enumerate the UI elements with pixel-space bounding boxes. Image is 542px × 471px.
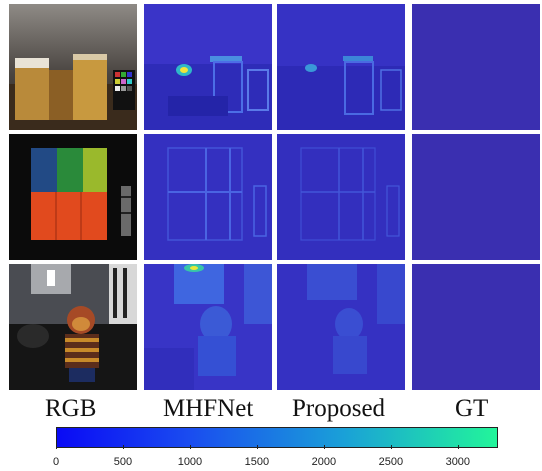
row1-proposed-error-map bbox=[277, 4, 405, 130]
column-label-proposed: Proposed bbox=[292, 395, 386, 422]
column-label-mhfnet: MHFNet bbox=[163, 395, 254, 422]
colorbar-tick-label: 2500 bbox=[378, 456, 404, 468]
row1-gt-error-map bbox=[412, 4, 540, 130]
row1-mhfnet-error-map bbox=[144, 4, 272, 130]
column-label-rgb: RGB bbox=[45, 395, 97, 422]
row3-gt-error-map bbox=[412, 264, 540, 390]
colorbar bbox=[56, 427, 498, 448]
row1-rgb-image bbox=[9, 4, 137, 130]
colorbar-tick-mark bbox=[390, 445, 392, 449]
colorbar-tick-label: 0 bbox=[52, 456, 60, 468]
row3-proposed-error-map bbox=[277, 264, 405, 390]
row2-mhfnet-error-map bbox=[144, 134, 272, 260]
colorbar-tick-mark bbox=[256, 445, 258, 449]
colorbar-tick-label: 2000 bbox=[311, 456, 337, 468]
colorbar-tick-label: 1500 bbox=[244, 456, 270, 468]
colorbar-tick-mark bbox=[189, 445, 191, 449]
row3-rgb-image bbox=[9, 264, 137, 390]
colorbar-tick-mark bbox=[457, 445, 459, 449]
row2-rgb-image bbox=[9, 134, 137, 260]
colorbar-tick-mark bbox=[56, 445, 57, 449]
column-label-gt: GT bbox=[455, 395, 489, 422]
colorbar-tick-label: 500 bbox=[113, 456, 133, 468]
colorbar-tick-mark bbox=[323, 445, 325, 449]
row2-gt-error-map bbox=[412, 134, 540, 260]
colorbar-tick-mark bbox=[122, 445, 124, 449]
colorbar-tick-label: 1000 bbox=[177, 456, 203, 468]
row3-mhfnet-error-map bbox=[144, 264, 272, 390]
row2-proposed-error-map bbox=[277, 134, 405, 260]
colorbar-tick-label: 3000 bbox=[445, 456, 471, 468]
